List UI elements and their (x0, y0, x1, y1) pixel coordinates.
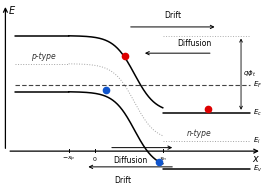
Text: $q\phi_t$: $q\phi_t$ (243, 69, 256, 79)
Text: $-x_p$: $-x_p$ (62, 155, 75, 164)
Text: $x_n$: $x_n$ (159, 155, 167, 163)
Text: $E$: $E$ (8, 4, 16, 16)
Text: $E_c$: $E_c$ (253, 108, 262, 118)
Text: $E_i$: $E_i$ (253, 136, 261, 146)
Text: Diffusion: Diffusion (114, 156, 148, 165)
Text: n-type: n-type (186, 129, 211, 138)
Text: Drift: Drift (115, 176, 132, 185)
Text: $x$: $x$ (252, 154, 260, 164)
Text: Diffusion: Diffusion (177, 39, 211, 48)
Text: Drift: Drift (165, 11, 182, 20)
Text: p-type: p-type (31, 52, 55, 61)
Text: $E_F$: $E_F$ (253, 80, 262, 90)
Text: $E_v$: $E_v$ (253, 163, 263, 174)
Text: $0$: $0$ (92, 155, 98, 163)
